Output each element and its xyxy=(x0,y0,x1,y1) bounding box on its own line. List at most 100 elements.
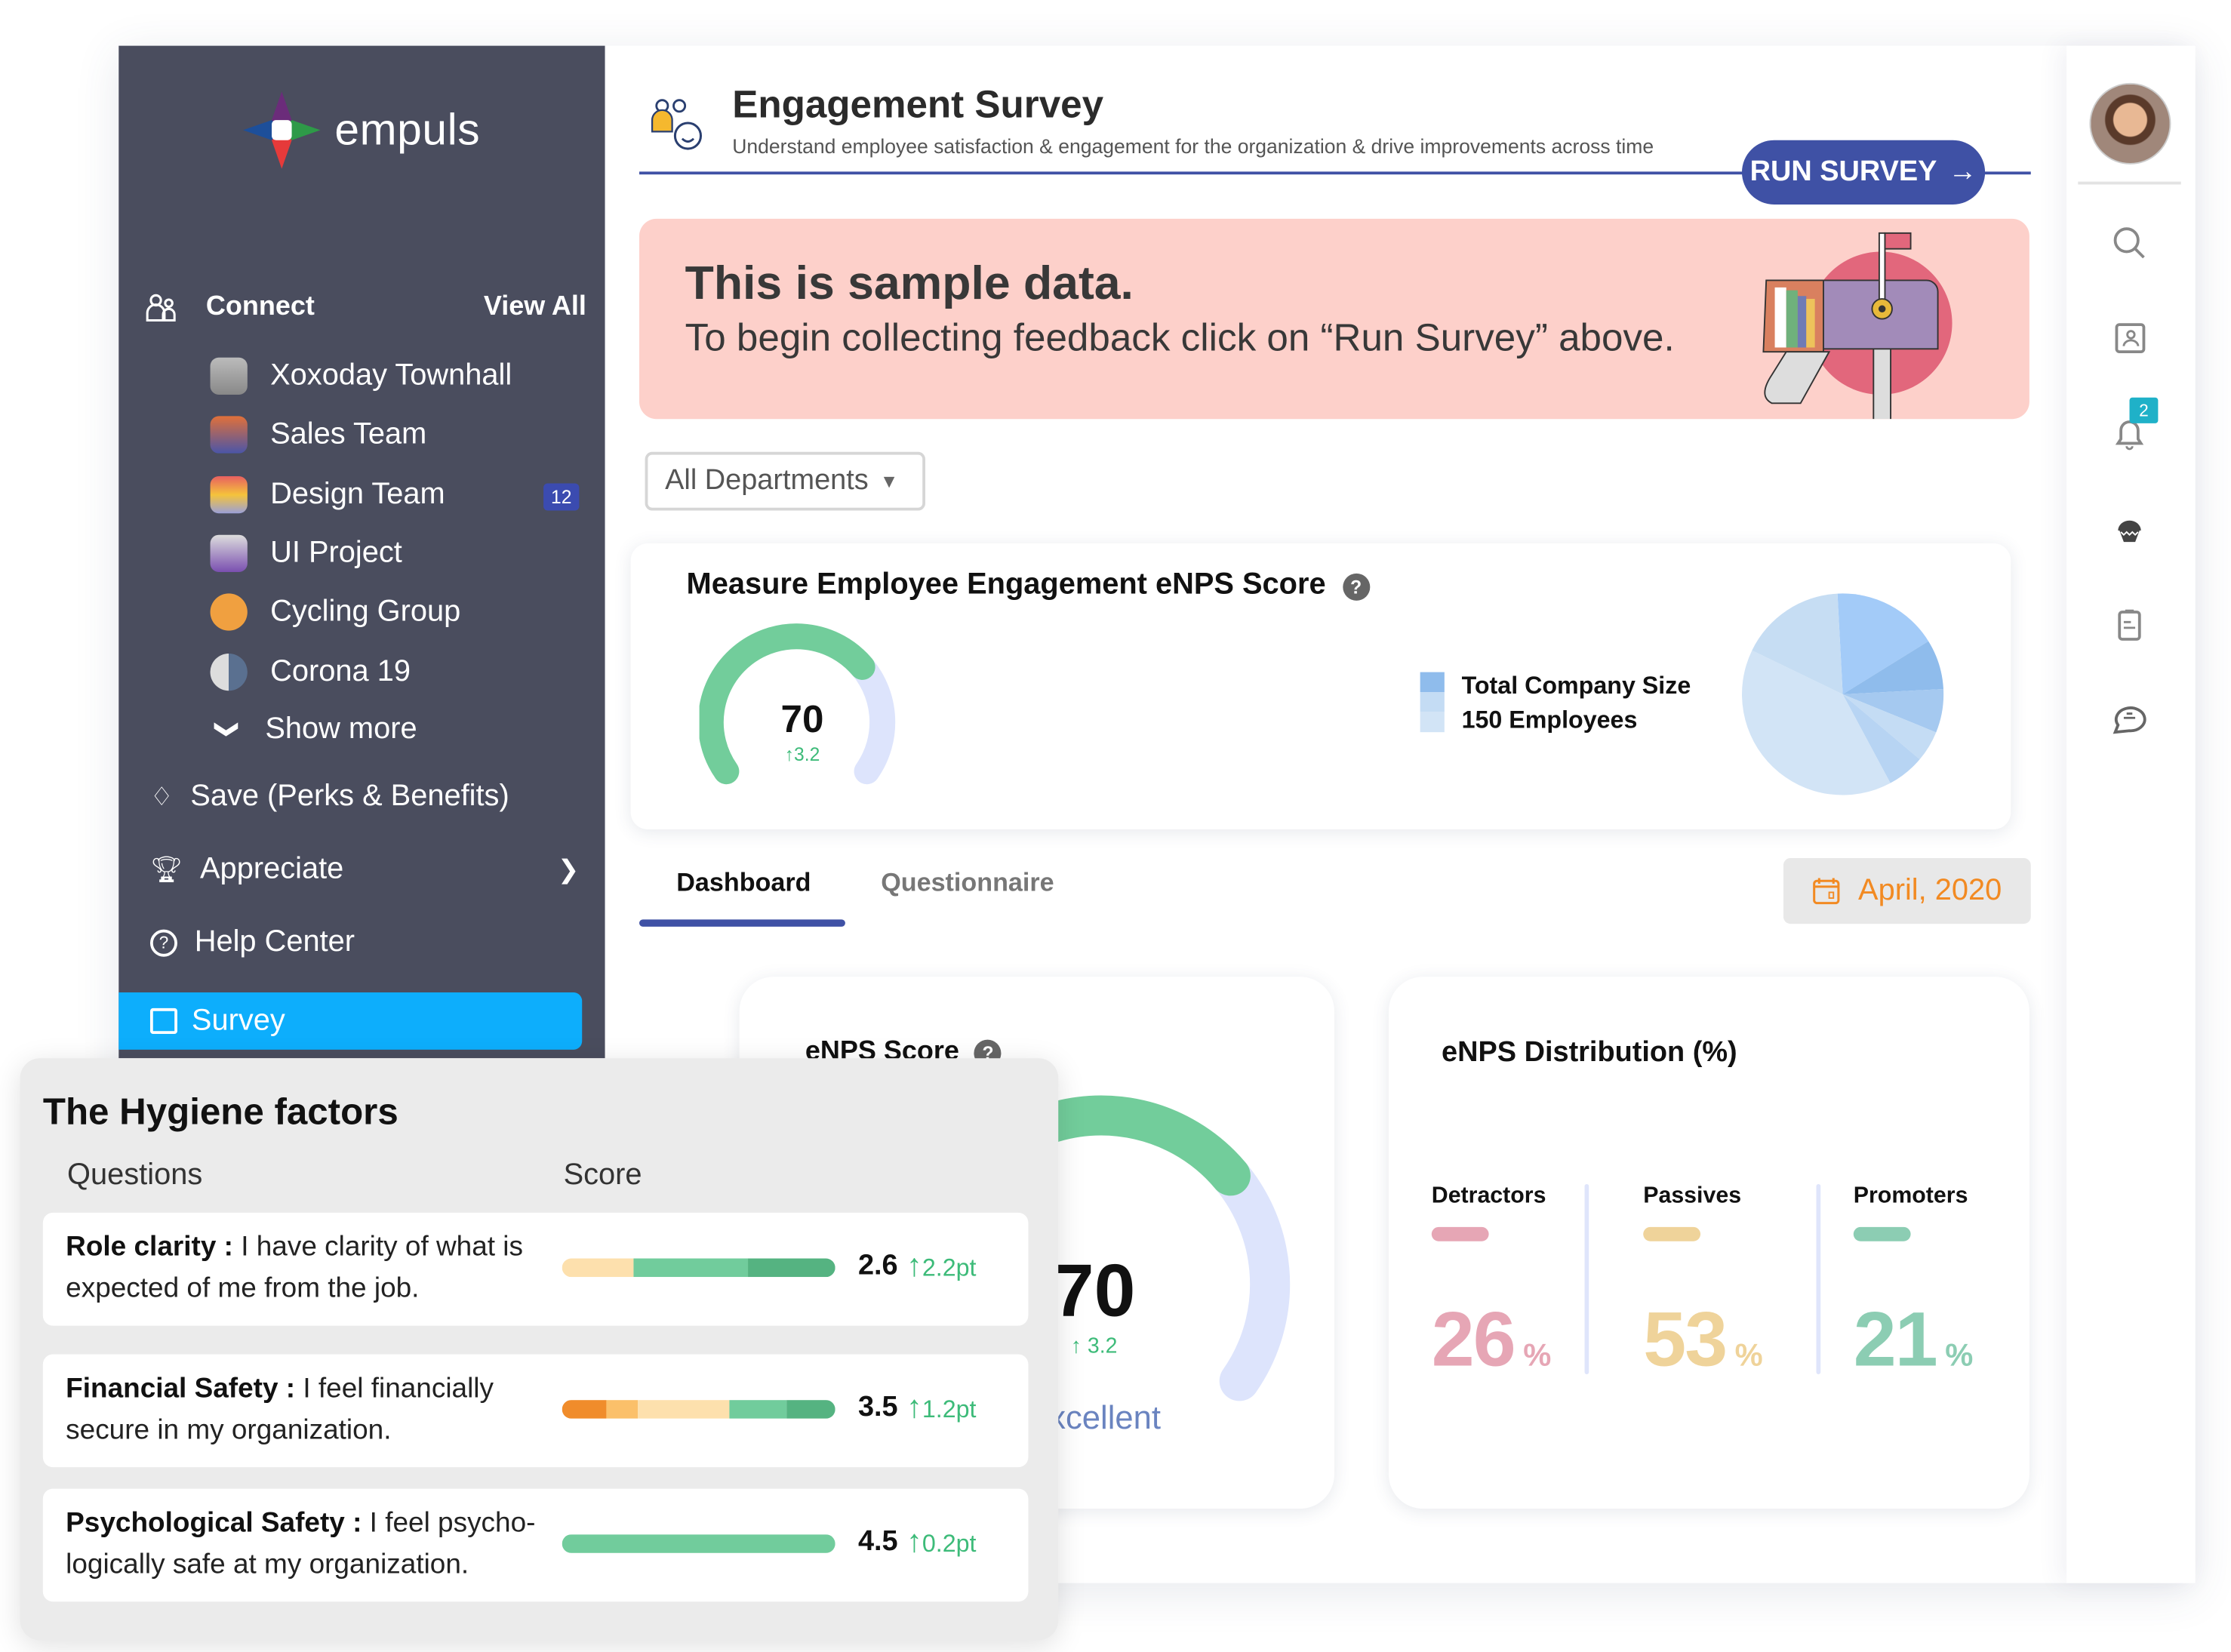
pie-slice xyxy=(1837,593,1929,694)
delta-value: 2.2pt xyxy=(922,1254,977,1281)
ui-project-icon xyxy=(210,534,248,572)
survey-icon xyxy=(149,1008,177,1035)
department-value: All Departments xyxy=(665,464,869,497)
cupcake-icon[interactable] xyxy=(2108,508,2151,551)
enps-gauge-small xyxy=(699,623,896,785)
pie-slice xyxy=(1842,641,1943,694)
detractors-swatch xyxy=(1431,1226,1489,1241)
sidebar-item-help-center[interactable]: ? Help Center xyxy=(149,925,355,959)
chevron-down-icon: ❯ xyxy=(214,719,238,740)
sidebar-item-appreciate[interactable]: 🏆︎ Appreciate ❯ xyxy=(150,852,579,886)
sales-team-icon xyxy=(210,416,248,454)
tab-questionnaire[interactable]: Questionnaire xyxy=(881,868,1054,897)
stat-value: 53% xyxy=(1643,1296,1800,1384)
question-statement: I feel psycho-logically safe at my organ… xyxy=(66,1507,536,1580)
group-label: Cycling Group xyxy=(270,595,461,628)
palette-icon xyxy=(210,593,248,631)
stat-value: 26% xyxy=(1432,1296,1589,1384)
townhall-icon xyxy=(210,357,248,395)
date-label: April, 2020 xyxy=(1858,873,2002,907)
sidebar-group-design[interactable]: Design Team xyxy=(210,476,445,514)
nav-label: Help Center xyxy=(194,925,355,958)
view-all-link[interactable]: View All xyxy=(483,291,586,322)
run-survey-button[interactable]: RUN SURVEY → xyxy=(1741,140,1986,205)
show-more-label: Show more xyxy=(265,712,417,746)
group-label: UI Project xyxy=(270,536,402,570)
banner-title: This is sample data. xyxy=(685,256,1134,309)
department-dropdown[interactable]: All Departments ▼ xyxy=(645,451,926,511)
arrow-up-icon: ↑ xyxy=(906,1247,922,1283)
score: 4.5 ↑0.2pt xyxy=(858,1523,977,1560)
score-bar xyxy=(562,1534,835,1553)
sidebar-item-survey[interactable]: Survey xyxy=(118,992,583,1050)
distribution-title: eNPS Distribution (%) xyxy=(1442,1036,1737,1069)
page-subtitle: Understand employee satisfaction & engag… xyxy=(732,134,1654,158)
search-icon[interactable] xyxy=(2108,222,2151,265)
hygiene-title: The Hygiene factors xyxy=(42,1089,399,1133)
pie-slice xyxy=(1742,650,1891,795)
sidebar-group-corona[interactable]: Corona 19 xyxy=(210,653,411,691)
people-icon xyxy=(146,294,176,321)
caret-down-icon: ▼ xyxy=(879,470,899,492)
unit: % xyxy=(1945,1337,1973,1374)
trophy-icon: 🏆︎ xyxy=(149,854,183,884)
nav-label: Save (Perks & Benefits) xyxy=(190,779,509,813)
engagement-icon xyxy=(651,99,703,150)
sidebar-item-save[interactable]: ♢ Save (Perks & Benefits) xyxy=(150,780,509,814)
legend-swatch xyxy=(1420,672,1445,733)
stat-label: Passives xyxy=(1643,1183,1742,1209)
sidebar-group-cycling[interactable]: Cycling Group xyxy=(210,593,461,631)
score-bar-segment xyxy=(632,1258,748,1278)
sidebar-group-ui-project[interactable]: UI Project xyxy=(210,534,402,572)
measure-enps-card: Measure Employee Engagement eNPS Score ?… xyxy=(630,543,2011,830)
promoters-swatch xyxy=(1853,1226,1911,1241)
factor-name: Role clarity : xyxy=(66,1231,233,1263)
promoters-stat: Promoters 21% xyxy=(1853,1184,2011,1384)
rail-divider xyxy=(2078,181,2181,185)
score-bar-segment xyxy=(639,1400,729,1419)
pie-slice xyxy=(1842,694,1920,783)
sidebar-group-sales[interactable]: Sales Team xyxy=(210,416,426,454)
contacts-icon[interactable] xyxy=(2108,318,2151,361)
score-value: 2.6 xyxy=(857,1249,898,1281)
user-avatar[interactable] xyxy=(2089,82,2171,165)
arrow-right-icon: → xyxy=(1948,155,1977,188)
score-bar-segment xyxy=(562,1534,835,1553)
tab-dashboard[interactable]: Dashboard xyxy=(676,868,811,897)
connect-label: Connect xyxy=(205,291,315,322)
score: 3.5 ↑1.2pt xyxy=(858,1389,977,1426)
sidebar-group-townhall[interactable]: Xoxoday Townhall xyxy=(210,357,512,395)
score-bar-segment xyxy=(747,1258,835,1278)
score-bar-segment xyxy=(562,1258,633,1278)
sidebar xyxy=(118,45,605,1059)
mailbox-illustration xyxy=(1762,232,1953,420)
gauge-fill xyxy=(699,623,875,785)
hygiene-row: Role clarity : I have clarity of what is… xyxy=(42,1212,1029,1326)
header-divider xyxy=(639,171,2031,175)
date-picker-button[interactable]: April, 2020 xyxy=(1783,857,2031,924)
enps-score-value: 70 xyxy=(1052,1250,1136,1334)
empuls-logo-icon xyxy=(243,91,321,169)
brand-logo[interactable]: empuls xyxy=(240,88,480,171)
unit: % xyxy=(1523,1337,1551,1374)
factor-name: Psychological Safety : xyxy=(66,1507,362,1539)
calendar-icon xyxy=(1813,878,1840,905)
question-statement: I have clarity of what is expected of me… xyxy=(66,1231,524,1305)
chat-icon[interactable] xyxy=(2108,698,2151,741)
connect-section: Connect View All xyxy=(146,292,586,324)
score-value: 4.5 xyxy=(857,1524,898,1557)
detractors-value: 26 xyxy=(1431,1297,1516,1383)
group-label: Corona 19 xyxy=(270,654,411,688)
clipboard-icon[interactable] xyxy=(2108,604,2151,647)
delta: ↑1.2pt xyxy=(906,1389,976,1426)
divider xyxy=(1816,1183,1821,1374)
promoters-value: 21 xyxy=(1853,1297,1938,1383)
score-bar xyxy=(562,1258,835,1278)
help-icon[interactable]: ? xyxy=(1342,573,1370,601)
help-icon: ? xyxy=(149,928,177,956)
legend-title: Total Company Size xyxy=(1461,672,1691,700)
score: 2.6 ↑2.2pt xyxy=(858,1247,977,1284)
group-label: Design Team xyxy=(270,477,445,511)
show-more-button[interactable]: ❯ Show more xyxy=(214,712,417,746)
factor-name: Financial Safety : xyxy=(66,1373,296,1404)
